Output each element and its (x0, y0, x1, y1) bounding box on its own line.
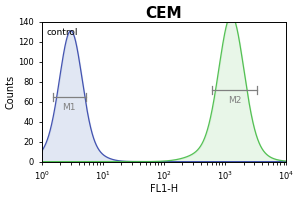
Text: M2: M2 (228, 96, 241, 105)
Text: control: control (46, 28, 78, 37)
Title: CEM: CEM (146, 6, 182, 21)
Y-axis label: Counts: Counts (6, 75, 16, 109)
Text: M1: M1 (62, 103, 76, 112)
X-axis label: FL1-H: FL1-H (150, 184, 178, 194)
